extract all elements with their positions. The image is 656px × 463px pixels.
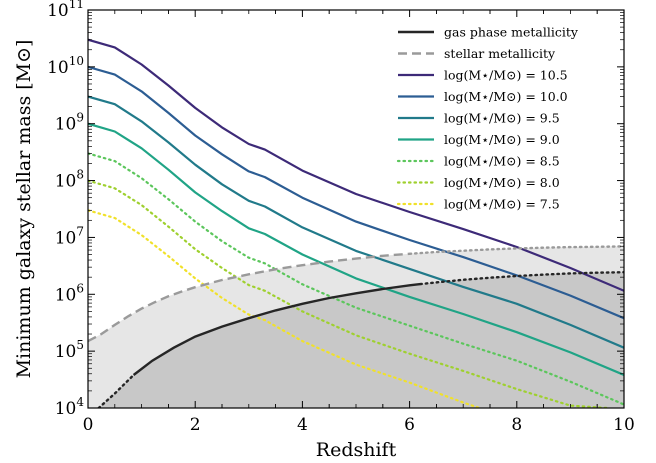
limit-line-0-seg-0 [97,373,135,408]
y-tick-label-6: 1010 [47,54,84,78]
limit-line-0-seg-1 [132,282,421,376]
y-tick-label-3: 107 [55,224,84,248]
series-line-0 [88,38,624,292]
y-tick-label-1: 105 [55,338,84,362]
series-line-1 [88,65,624,320]
series-line-5 [88,179,609,408]
legend-label-0: gas phase metallicity [444,25,579,40]
limit-fill-0 [98,272,624,408]
legend-label-6: log(M⋆/M⊙) = 8.5 [444,154,560,169]
legend-label-5: log(M⋆/M⊙) = 9.0 [444,132,560,147]
series-line-2 [88,95,624,349]
legend-label-7: log(M⋆/M⊙) = 8.0 [444,175,560,190]
y-axis-label: Minimum galaxy stellar mass [M⊙] [13,40,35,379]
x-tick-label-1: 2 [190,415,201,435]
x-tick-label-3: 6 [404,415,415,435]
y-tick-label-5: 109 [55,111,84,135]
x-tick-label-0: 0 [83,415,94,435]
y-tick-label-4: 108 [55,168,84,192]
legend: gas phase metallicity stellar metallicity… [396,25,579,212]
y-tick-label-0: 104 [55,395,85,419]
series-line-3 [88,122,624,377]
limit-line-1-seg-0 [88,252,410,343]
legend-label-8: log(M⋆/M⊙) = 7.5 [444,197,560,212]
y-tick-label-2: 106 [55,281,84,305]
x-tick-label-5: 10 [613,415,635,435]
y-tick-label-7: 1011 [47,0,84,21]
legend-label-1: stellar metallicity [444,46,556,61]
series-line-4 [88,152,624,406]
axis-ticks: 0 2 4 6 8 10 104 105 106 107 108 109 1010 1011 [47,0,635,435]
x-tick-label-4: 8 [511,415,522,435]
legend-label-4: log(M⋆/M⊙) = 9.5 [444,111,560,126]
series-lines [88,38,624,408]
legend-label-3: log(M⋆/M⊙) = 10.0 [444,89,568,104]
series-line-6 [88,209,481,408]
x-axis-label: Redshift [316,439,397,461]
x-tick-label-2: 4 [297,415,308,435]
legend-label-2: log(M⋆/M⊙) = 10.5 [444,68,568,83]
limit-fills [88,246,624,408]
